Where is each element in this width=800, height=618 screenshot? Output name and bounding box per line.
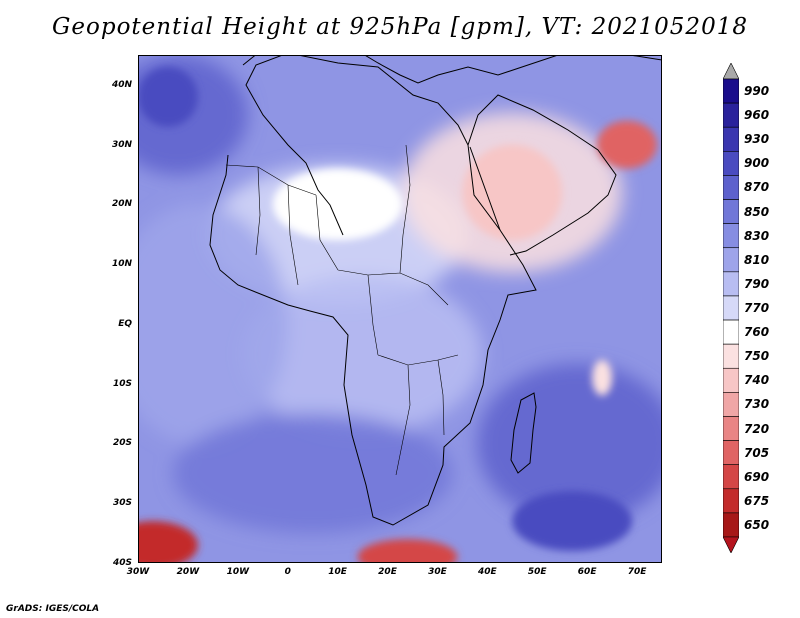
longitude-label: 70E bbox=[627, 567, 647, 577]
high-height-north-atlantic bbox=[138, 66, 198, 127]
colorbar-label: 740 bbox=[744, 373, 770, 388]
colorbar-label: 730 bbox=[744, 397, 770, 412]
latitude-label: 20N bbox=[111, 199, 132, 210]
colorbar-swatch bbox=[723, 464, 739, 490]
africa-coastline bbox=[209, 55, 537, 526]
height-features bbox=[138, 66, 658, 563]
longitude-label: 30E bbox=[428, 567, 447, 577]
colorbar-label: 750 bbox=[744, 349, 770, 364]
latitude-label: 20S bbox=[112, 438, 132, 449]
colorbar-swatch bbox=[723, 151, 739, 176]
height-map bbox=[138, 55, 662, 563]
latitude-label: EQ bbox=[118, 318, 132, 329]
low-height-sahara bbox=[272, 168, 403, 241]
arabia-coastline bbox=[467, 94, 617, 256]
colorbar-swatch bbox=[723, 223, 739, 249]
height-zone bbox=[242, 273, 483, 434]
latitude-label: 30S bbox=[112, 498, 132, 509]
low-height-madagascar-east bbox=[592, 359, 613, 396]
colorbar-label: 870 bbox=[744, 180, 770, 195]
latitude-label: 40S bbox=[112, 558, 132, 568]
longitude-label: 10W bbox=[226, 567, 250, 577]
colorbar-label: 705 bbox=[744, 445, 770, 460]
longitude-label: 20E bbox=[378, 567, 397, 577]
longitude-label: 10E bbox=[328, 567, 347, 577]
colorbar-swatch bbox=[723, 175, 739, 200]
colorbar-swatch bbox=[723, 343, 739, 369]
colorbar-swatch bbox=[723, 319, 739, 345]
colorbar-label: 960 bbox=[744, 108, 770, 123]
height-zone bbox=[138, 203, 288, 444]
latitude-label: 10S bbox=[112, 378, 132, 389]
longitude-label: 40E bbox=[477, 567, 497, 577]
colorbar-label: 720 bbox=[744, 421, 770, 436]
colorbar-swatch bbox=[723, 512, 739, 538]
colorbar-swatch bbox=[723, 367, 739, 393]
colorbar-swatch bbox=[723, 102, 739, 128]
colorbar-over-triangle bbox=[723, 63, 739, 80]
map-panel bbox=[138, 55, 662, 563]
colorbar-label: 690 bbox=[744, 469, 770, 484]
colorbar-label: 790 bbox=[744, 276, 770, 291]
colorbar-label: 850 bbox=[744, 204, 770, 219]
low-height-south-atlantic bbox=[138, 521, 198, 563]
colorbar-swatch bbox=[723, 440, 739, 465]
colorbar-label: 830 bbox=[744, 228, 770, 243]
longitude-label: 60E bbox=[577, 567, 597, 577]
country-borders bbox=[225, 144, 459, 476]
latitude-label: 10N bbox=[111, 259, 132, 270]
low-height-south-africa-coast bbox=[357, 539, 458, 563]
height-zone bbox=[477, 363, 662, 524]
colorbar-label: 810 bbox=[744, 252, 770, 267]
coastlines bbox=[209, 55, 662, 526]
colorbar-label: 760 bbox=[744, 325, 770, 340]
colorbar-under-triangle bbox=[723, 536, 739, 553]
low-height-iran-pakistan bbox=[597, 120, 658, 169]
colorbar-swatch bbox=[723, 416, 739, 441]
grads-credit: GrADS: IGES/COLA bbox=[6, 604, 100, 614]
colorbar-swatch bbox=[723, 392, 739, 417]
colorbar-swatch bbox=[723, 295, 739, 321]
colorbar-swatch bbox=[723, 247, 739, 273]
colorbar-swatch bbox=[723, 199, 739, 224]
colorbar-label: 900 bbox=[744, 156, 770, 171]
longitude-label: 50E bbox=[527, 567, 547, 577]
chart-title: Geopotential Height at 925hPa [gpm], VT:… bbox=[52, 14, 748, 40]
high-height-southwest-indian bbox=[512, 491, 633, 552]
red-sea-line bbox=[469, 146, 501, 231]
latitude-label: 40N bbox=[111, 79, 132, 90]
colorbar-swatch bbox=[723, 271, 739, 297]
height-zone bbox=[172, 413, 453, 534]
longitude-label: 30W bbox=[126, 567, 150, 577]
colorbar bbox=[723, 63, 739, 553]
low-height-arabia bbox=[462, 144, 563, 241]
colorbar-swatch bbox=[723, 488, 739, 514]
colorbar-swatch bbox=[723, 126, 739, 152]
europe-coastline bbox=[242, 55, 662, 84]
colorbar-label: 770 bbox=[744, 301, 770, 315]
colorbar-label: 650 bbox=[744, 517, 770, 532]
latitude-label: 30N bbox=[111, 139, 132, 150]
madagascar-coastline bbox=[510, 392, 537, 474]
colorbar-label: 675 bbox=[744, 493, 770, 508]
colorbar-label: 990 bbox=[744, 84, 770, 99]
colorbar-label: 930 bbox=[744, 132, 770, 147]
colorbar-swatch bbox=[723, 78, 739, 104]
longitude-label: 0 bbox=[284, 567, 291, 577]
longitude-label: 20W bbox=[176, 567, 200, 577]
